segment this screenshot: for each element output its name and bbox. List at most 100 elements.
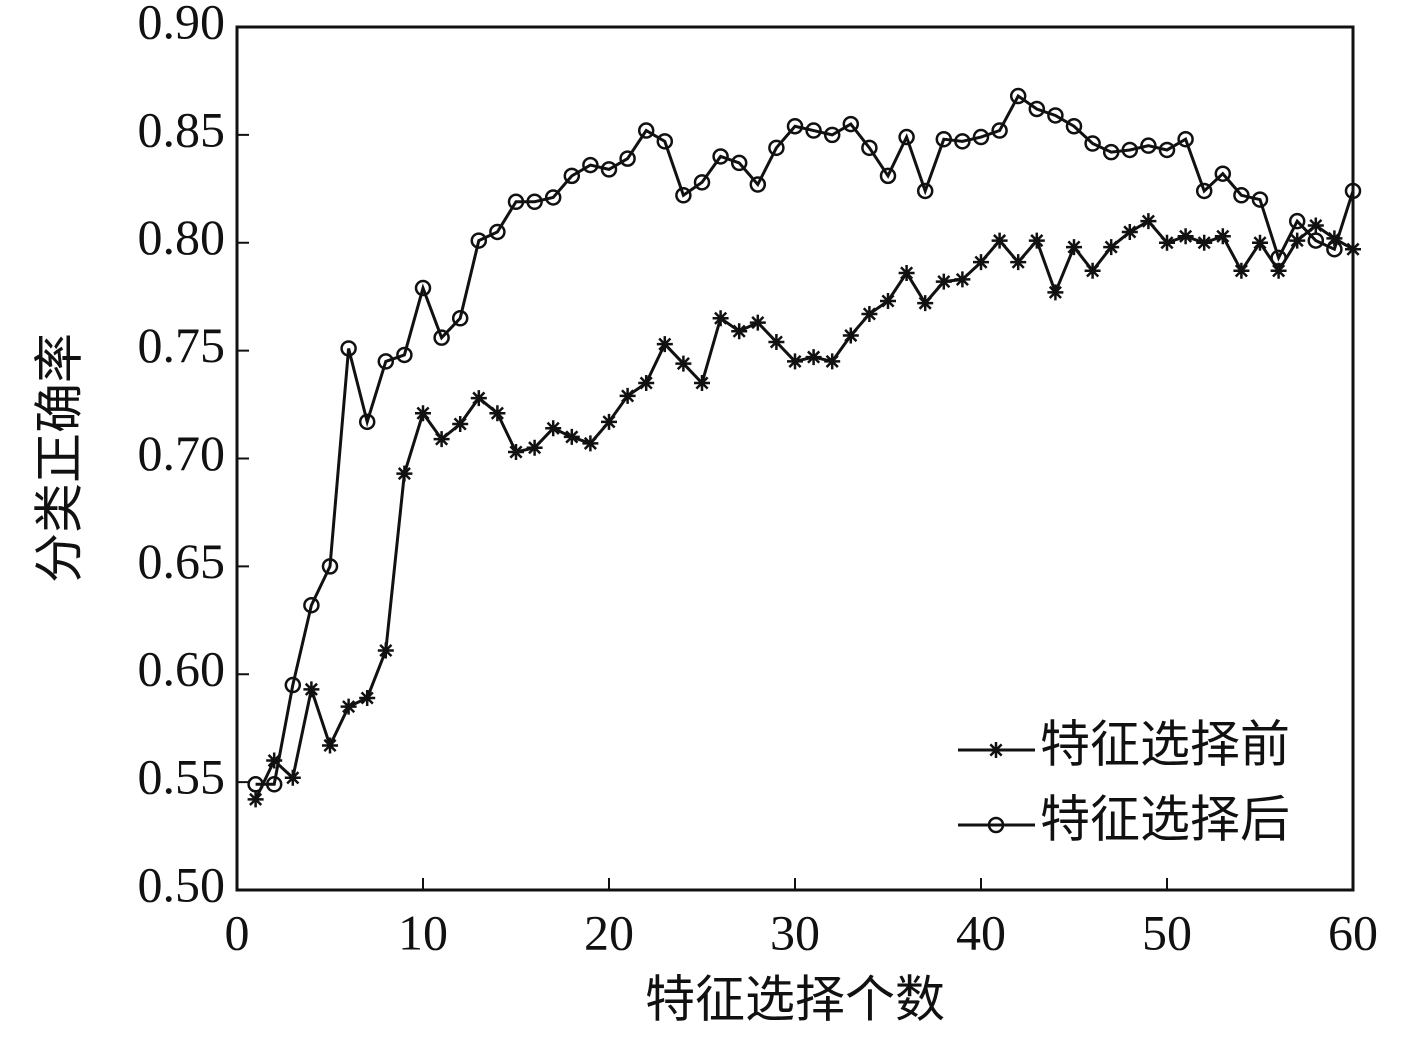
data-point — [898, 128, 915, 146]
data-point — [1288, 212, 1306, 230]
data-point — [284, 676, 302, 694]
data-point — [1233, 262, 1250, 279]
data-point — [284, 769, 301, 786]
data-point — [879, 167, 897, 185]
data-point — [1233, 187, 1250, 204]
data-point — [1196, 234, 1213, 251]
data-point — [1102, 143, 1120, 161]
data-point — [544, 189, 562, 206]
data-point — [415, 405, 431, 422]
data-point — [1195, 182, 1213, 200]
data-point — [991, 232, 1008, 249]
data-point — [563, 167, 581, 185]
data-point — [954, 133, 971, 150]
data-point — [358, 413, 376, 431]
data-point — [1326, 230, 1343, 247]
data-point — [340, 340, 357, 357]
data-point — [451, 310, 469, 327]
y-axis-label: 分类正确率 — [31, 333, 87, 583]
data-point — [805, 122, 822, 139]
data-point — [322, 737, 338, 754]
data-point — [247, 776, 264, 793]
data-point — [935, 273, 952, 290]
data-point — [1121, 141, 1139, 159]
data-point — [1009, 87, 1027, 105]
data-point — [917, 295, 934, 312]
data-point — [1084, 135, 1101, 152]
data-point — [619, 387, 636, 404]
data-point — [582, 156, 599, 174]
y-tick-label: 0.75 — [138, 317, 226, 373]
data-point — [452, 415, 469, 432]
data-point — [303, 596, 320, 614]
y-tick-label: 0.55 — [138, 749, 226, 805]
data-point — [266, 752, 283, 769]
legend-marker — [987, 816, 1005, 834]
data-point — [507, 193, 525, 211]
data-point — [1047, 107, 1064, 124]
data-point — [1177, 130, 1194, 148]
data-point — [1289, 232, 1306, 249]
data-point — [340, 698, 357, 715]
x-tick-label: 20 — [584, 904, 634, 960]
data-point — [638, 374, 655, 391]
y-tick-label: 0.65 — [138, 533, 226, 589]
data-point — [1140, 137, 1157, 154]
data-point — [730, 154, 748, 172]
data-point — [1344, 182, 1362, 200]
data-point — [526, 193, 543, 211]
data-point — [1159, 234, 1175, 251]
y-tick-label: 0.80 — [138, 209, 226, 265]
data-point — [824, 353, 841, 370]
data-point — [563, 428, 580, 445]
data-point — [377, 642, 394, 659]
y-tick-label: 0.50 — [138, 856, 226, 912]
series-line — [255, 93, 1355, 786]
data-point — [265, 776, 283, 793]
legend-label: 特征选择前 — [1040, 716, 1290, 772]
y-tick-label: 0.90 — [138, 0, 226, 49]
data-point — [823, 126, 841, 144]
data-point — [1028, 100, 1046, 118]
data-point — [656, 133, 674, 150]
data-point — [972, 128, 990, 146]
y-tick-label: 0.85 — [138, 101, 226, 157]
data-point — [1010, 254, 1027, 271]
data-point — [916, 182, 934, 200]
data-point — [601, 413, 617, 430]
data-point — [433, 329, 450, 346]
data-point — [1158, 141, 1176, 159]
data-point — [359, 689, 376, 706]
x-tick-label: 10 — [398, 904, 448, 960]
data-point — [1121, 223, 1138, 240]
data-point — [508, 444, 524, 461]
x-tick-label: 40 — [956, 904, 1006, 960]
x-tick-label: 30 — [770, 904, 820, 960]
data-point — [619, 150, 636, 167]
data-point — [414, 279, 432, 297]
data-point — [1065, 117, 1083, 135]
data-point — [1140, 213, 1157, 230]
data-point — [303, 681, 320, 698]
data-point — [1251, 191, 1269, 208]
data-point — [712, 148, 729, 165]
data-point — [1307, 232, 1325, 249]
y-tick-label: 0.70 — [138, 425, 226, 481]
data-point — [582, 435, 599, 452]
data-point — [731, 323, 748, 340]
data-point — [545, 420, 562, 437]
data-point — [247, 791, 264, 808]
data-point — [489, 405, 506, 422]
data-point — [1084, 262, 1101, 279]
data-point — [694, 374, 710, 391]
data-point — [637, 122, 655, 139]
data-point — [656, 336, 673, 353]
legend-marker — [988, 742, 1004, 758]
x-tick-label: 60 — [1328, 904, 1378, 960]
x-tick-label: 0 — [225, 904, 250, 960]
data-point — [842, 327, 859, 344]
data-point — [470, 390, 487, 407]
data-point — [1214, 228, 1231, 245]
data-point — [396, 465, 413, 482]
